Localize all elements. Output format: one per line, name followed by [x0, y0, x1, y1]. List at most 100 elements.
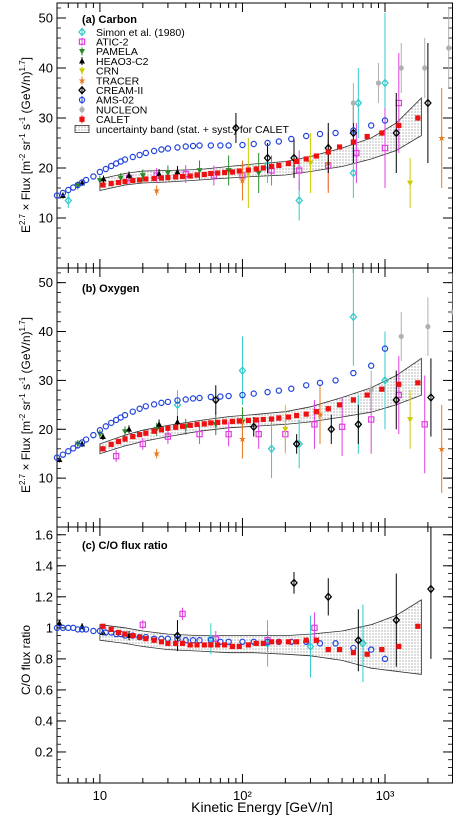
- data-point: [164, 170, 171, 177]
- data-point: [130, 177, 136, 184]
- y-tick-label: 0.8: [35, 651, 53, 666]
- y-tick-label: 0.4: [35, 713, 53, 728]
- data-point: [150, 401, 158, 408]
- y-tick-label: 20: [39, 422, 53, 437]
- data-point: [381, 376, 389, 385]
- data-point: [115, 438, 122, 445]
- data-point: [316, 379, 324, 387]
- data-point: [112, 452, 120, 460]
- data-point: [115, 629, 122, 636]
- data-point: [130, 433, 136, 440]
- data-point: [267, 444, 276, 454]
- y-tick-label: 30: [39, 111, 53, 126]
- data-point: [276, 639, 282, 645]
- data-point: [311, 421, 318, 428]
- data-point: [381, 78, 389, 88]
- series-simon-et-al-1980: [206, 604, 367, 683]
- data-point: [325, 149, 331, 155]
- data-point: [350, 397, 356, 403]
- legend-label: NUCLEON: [96, 104, 147, 116]
- data-point: [392, 128, 401, 138]
- data-point: [268, 163, 275, 170]
- data-point: [201, 171, 207, 178]
- data-point: [187, 173, 193, 179]
- data-point: [275, 387, 283, 394]
- data-point: [260, 165, 266, 171]
- data-point: [194, 421, 200, 427]
- data-point: [350, 650, 356, 656]
- data-point: ★: [153, 450, 161, 460]
- data-point: [327, 424, 336, 434]
- data-point: [349, 312, 358, 322]
- data-point: [303, 156, 309, 162]
- uncertainty-band: [99, 357, 422, 455]
- data-point: [215, 642, 221, 648]
- data-point: [151, 637, 157, 643]
- data-point: [396, 381, 402, 387]
- data-point: [316, 640, 324, 647]
- data-point: [236, 168, 242, 174]
- data-point: [65, 448, 72, 455]
- legend-label: uncertainty band (stat. + syst.) for CAL…: [96, 124, 289, 136]
- legend-marker: [79, 49, 85, 55]
- data-point: [100, 623, 106, 629]
- data-point: [215, 419, 221, 426]
- data-point: [325, 646, 331, 653]
- data-point: [143, 430, 149, 436]
- data-point: [96, 178, 103, 184]
- y-tick-label: 1.6: [35, 527, 53, 542]
- data-point: [425, 324, 431, 330]
- data-point: [232, 123, 240, 133]
- data-point: [292, 439, 301, 449]
- data-point: [364, 392, 370, 398]
- data-point: [350, 369, 357, 377]
- data-point: [367, 362, 375, 369]
- series-calet: [100, 115, 421, 188]
- data-point: [427, 393, 435, 402]
- series-cream-ii: [211, 358, 435, 454]
- data-point: [336, 144, 343, 150]
- data-point: [446, 45, 452, 51]
- data-point: [264, 139, 271, 147]
- data-point: [249, 422, 258, 432]
- panel-b-ylabel: E2.7 × Flux [m-2 sr-1 s-1 (GeV/n)1.7]: [18, 317, 33, 493]
- data-point: [290, 153, 298, 163]
- data-point: [82, 436, 90, 443]
- data-point: [151, 428, 157, 434]
- data-point: [137, 432, 143, 438]
- data-point: [225, 430, 232, 438]
- y-tick-label: 50: [39, 275, 53, 290]
- data-point: [208, 642, 214, 648]
- data-point: ★: [438, 445, 446, 455]
- data-point: [245, 642, 251, 648]
- data-point: [381, 655, 389, 663]
- data-point: [375, 80, 382, 86]
- data-point: [245, 417, 251, 424]
- data-point: [174, 168, 181, 175]
- data-point: [285, 160, 291, 167]
- data-point: [96, 168, 104, 176]
- data-point: [215, 170, 221, 176]
- data-point: [229, 418, 235, 425]
- data-point: [126, 172, 133, 178]
- legend-marker: [78, 38, 86, 45]
- data-point: [82, 176, 90, 184]
- data-point: [122, 631, 128, 637]
- data-point: [99, 433, 106, 439]
- data-point: [275, 138, 283, 145]
- legend-band-swatch: [74, 125, 90, 133]
- data-point: [407, 417, 414, 423]
- uncertainty-band: [99, 599, 422, 675]
- data-point: [255, 430, 262, 438]
- data-point: [276, 162, 282, 169]
- y-tick-label: 50: [39, 11, 53, 26]
- data-point: [313, 409, 319, 415]
- data-point: [364, 651, 370, 657]
- data-point: [179, 610, 186, 618]
- x-tick-label: 10³: [376, 788, 395, 803]
- panel-a-ylabel: E2.7 × Flux [m-2 sr-1 s-1 (GeV/n)1.7]: [18, 57, 33, 233]
- legend-label: CRN: [96, 66, 119, 78]
- legend-marker: [79, 116, 85, 122]
- data-point: ★: [438, 134, 446, 144]
